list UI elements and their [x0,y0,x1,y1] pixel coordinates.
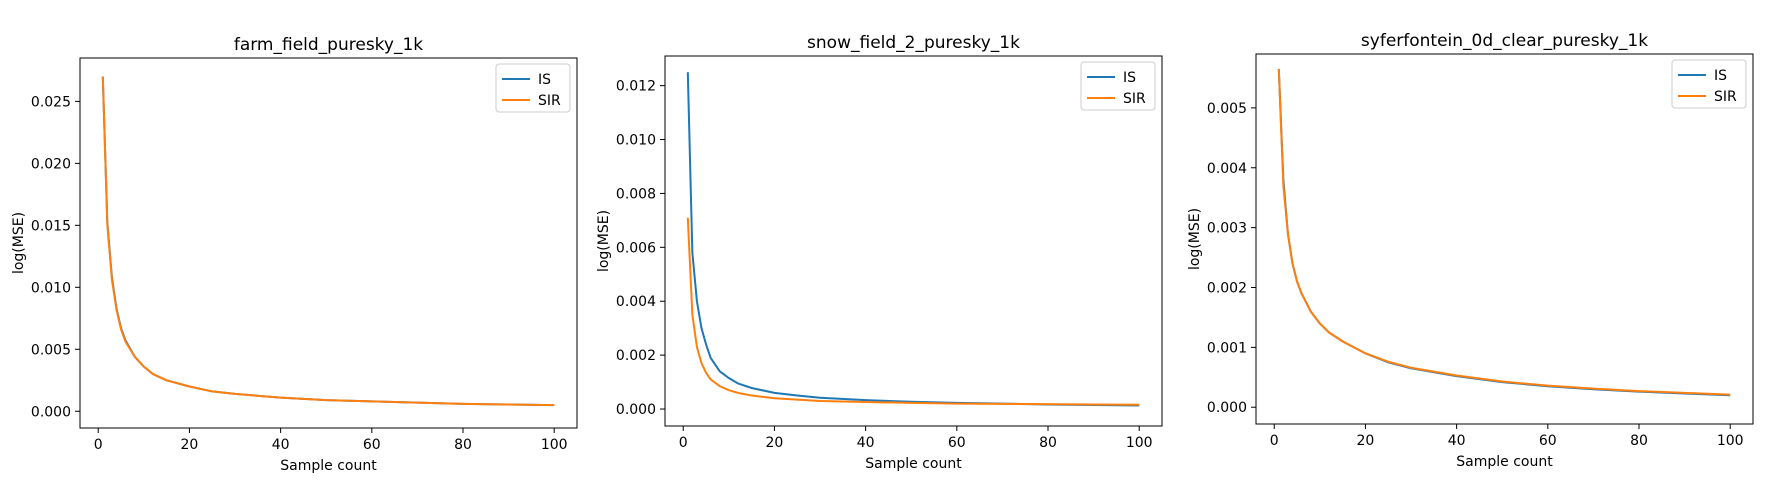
legend-label-is: IS [538,72,551,88]
x-tick-label: 100 [1717,433,1744,449]
x-axis-label: Sample count [280,458,377,474]
y-tick-label: 0.002 [616,348,656,364]
x-tick-label: 40 [857,435,875,451]
legend-label-is: IS [1714,68,1727,84]
legend: IS SIR [495,63,571,113]
x-tick-label: 100 [541,437,568,453]
y-tick-label: 0.004 [616,294,656,310]
x-tick-label: 0 [1270,433,1279,449]
y-tick-label: 0.004 [1207,161,1247,177]
x-tick-label: 100 [1126,435,1153,451]
chart-title: farm_field_puresky_1k [234,35,423,55]
y-axis-label: log(MSE) [596,210,612,272]
y-tick-label: 0.000 [31,404,71,420]
x-axis-label: Sample count [1456,454,1553,470]
y-tick-label: 0.000 [1207,400,1247,416]
y-tick-label: 0.005 [31,342,71,358]
y-tick-label: 0.020 [31,156,71,172]
plot-frame [1255,53,1754,425]
series-line-is [101,76,555,407]
chart-panel-3: 0 20 40 60 80 100 0.000 0.001 0.002 0.003 0.004 0.0… [1187,31,1754,470]
legend-label-sir: SIR [1714,89,1737,105]
legend: IS SIR [1671,59,1747,109]
x-tick-label: 0 [679,435,688,451]
y-tick-label: 0.005 [1207,101,1247,117]
series-line-sir [1277,68,1731,396]
plot-frame [664,55,1163,427]
y-axis-label: log(MSE) [11,212,27,274]
legend: IS SIR [1080,61,1156,111]
x-tick-label: 80 [1039,435,1057,451]
x-tick-label: 60 [1539,433,1557,449]
x-tick-label: 20 [181,437,199,453]
x-tick-label: 20 [1357,433,1375,449]
x-tick-label: 40 [1448,433,1466,449]
y-tick-label: 0.000 [616,402,656,418]
y-tick-label: 0.006 [616,240,656,256]
legend-label-sir: SIR [1123,91,1146,107]
y-tick-label: 0.012 [616,79,656,95]
series-line-is [686,72,1140,407]
y-axis-label: log(MSE) [1187,208,1203,270]
series-line-sir [101,76,555,407]
chart-panel-1: 0 20 40 60 80 100 0.000 0.005 0.010 0.015 0.020 0.0… [11,35,578,474]
chart-title: snow_field_2_puresky_1k [807,33,1020,53]
chart-panel-2: 0 20 40 60 80 100 0.000 0.002 0.004 0.006 0.008 0.0… [596,33,1163,472]
chart-title: syferfontein_0d_clear_puresky_1k [1361,31,1648,51]
x-tick-label: 60 [363,437,381,453]
plot-frame [79,57,578,429]
x-tick-label: 40 [272,437,290,453]
series-line-sir [686,217,1140,406]
x-tick-label: 80 [454,437,472,453]
y-tick-label: 0.002 [1207,280,1247,296]
y-tick-label: 0.010 [31,280,71,296]
y-tick-label: 0.015 [31,218,71,234]
legend-label-is: IS [1123,70,1136,86]
y-tick-label: 0.025 [31,94,71,110]
legend-label-sir: SIR [538,93,561,109]
x-tick-label: 60 [948,435,966,451]
x-tick-label: 80 [1630,433,1648,449]
y-tick-label: 0.003 [1207,221,1247,237]
series-line-is [1277,68,1731,397]
x-axis-label: Sample count [865,456,962,472]
x-tick-label: 20 [766,435,784,451]
y-tick-label: 0.010 [616,133,656,149]
x-tick-label: 0 [94,437,103,453]
y-tick-label: 0.008 [616,186,656,202]
y-tick-label: 0.001 [1207,340,1247,356]
